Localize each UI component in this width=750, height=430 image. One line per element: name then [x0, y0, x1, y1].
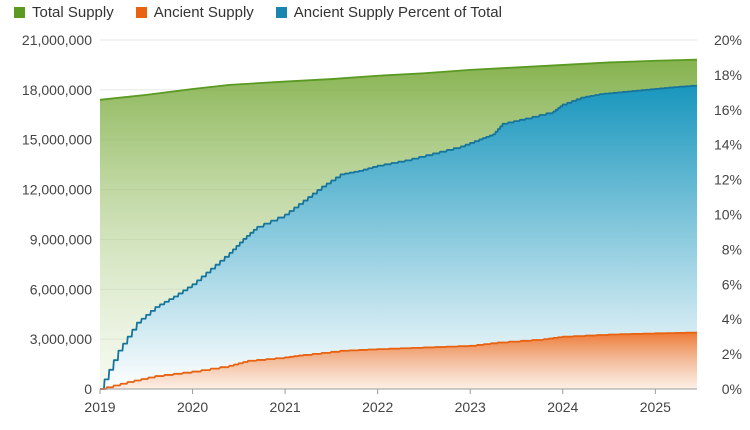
axis-layer: 0 3,000,000 6,000,000 9,000,000 12,000,000 15…	[22, 32, 742, 415]
legend-item-ancient-percent[interactable]: Ancient Supply Percent of Total	[275, 4, 502, 21]
legend-label-ancient-supply: Ancient Supply	[153, 4, 254, 21]
legend-swatch-total-supply	[14, 7, 25, 18]
y-right-tick-label: 10%	[714, 207, 742, 223]
x-tick-label: 2020	[177, 399, 208, 415]
x-tick-label: 2023	[455, 399, 486, 415]
y-right-tick-label: 8%	[722, 241, 742, 257]
y-left-tick-label: 12,000,000	[22, 182, 92, 198]
legend-swatch-ancient-percent	[275, 7, 287, 18]
y-right-tick-label: 20%	[714, 32, 742, 48]
y-left-tick-label: 21,000,000	[22, 32, 92, 48]
legend-swatch-ancient-supply	[135, 7, 147, 18]
legend-label-ancient-percent: Ancient Supply Percent of Total	[293, 4, 502, 21]
y-left-tick-label: 0	[84, 381, 92, 397]
y-left-tick-label: 3,000,000	[30, 331, 92, 347]
series-ancient-supply-line	[100, 331, 698, 390]
legend: Total Supply Ancient Supply Ancient Supp…	[14, 4, 502, 21]
y-left-tick-label: 9,000,000	[30, 231, 92, 247]
x-tick-label: 2022	[362, 399, 393, 415]
y-left-tick-label: 18,000,000	[22, 82, 92, 98]
x-tick-label: 2025	[640, 399, 671, 415]
y-right-tick-label: 2%	[722, 346, 742, 362]
y-right-tick-label: 14%	[714, 137, 742, 153]
x-tick-label: 2019	[84, 399, 115, 415]
y-right-tick-label: 0%	[722, 381, 742, 397]
area-layer	[99, 58, 698, 390]
y-right-tick-label: 12%	[714, 172, 742, 188]
legend-item-total-supply[interactable]: Total Supply	[14, 4, 114, 21]
legend-label-total-supply: Total Supply	[32, 4, 114, 21]
legend-item-ancient-supply[interactable]: Ancient Supply	[135, 4, 254, 21]
x-tick-label: 2021	[270, 399, 301, 415]
series-ancient-percent-area	[100, 85, 697, 390]
series-total-supply-line	[99, 58, 698, 101]
y-right-tick-label: 6%	[722, 276, 742, 292]
y-left-tick-label: 15,000,000	[22, 132, 92, 148]
y-right-tick-label: 4%	[722, 311, 742, 327]
series-ancient-supply-area	[100, 332, 697, 389]
y-right-tick-label: 18%	[714, 67, 742, 83]
x-tick-label: 2024	[547, 399, 578, 415]
y-right-tick-label: 16%	[714, 102, 742, 118]
series-ancient-percent-line	[100, 84, 698, 390]
y-left-tick-label: 6,000,000	[30, 281, 92, 297]
